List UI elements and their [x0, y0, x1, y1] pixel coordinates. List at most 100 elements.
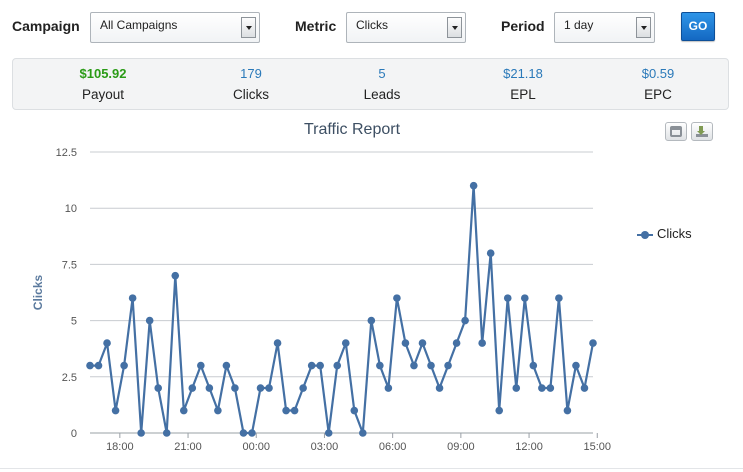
data-point — [111, 406, 120, 415]
period-label: Period — [501, 18, 545, 34]
go-button[interactable]: GO — [681, 12, 715, 41]
x-tick-label: 03:00 — [311, 441, 339, 453]
data-point — [444, 361, 452, 370]
data-point — [333, 361, 342, 370]
data-point — [503, 294, 512, 302]
data-point — [410, 361, 418, 370]
stats-summary-panel: $105.92 Payout 179 Clicks 5 Leads $21.18… — [12, 58, 729, 110]
data-point — [162, 429, 171, 437]
data-point — [265, 384, 273, 392]
data-point — [580, 384, 589, 392]
legend-marker-icon — [637, 230, 653, 240]
traffic-chart: 0 2.5 5 7.5 10 12.5 18:00 21:00 00:00 03:00 06:00 0… — [0, 112, 743, 472]
y-tick-label: 7.5 — [62, 259, 77, 271]
data-point — [418, 339, 427, 347]
data-point — [179, 406, 188, 415]
data-point — [367, 316, 376, 325]
data-point — [427, 361, 435, 370]
metric-select-value: Clicks — [356, 18, 388, 32]
data-point — [239, 429, 248, 437]
data-point — [316, 361, 324, 370]
data-point — [324, 429, 333, 437]
stat-epc-value: $0.59 — [641, 66, 675, 81]
y-axis-title: Clicks — [31, 274, 45, 310]
x-tick-label: 15:00 — [583, 441, 611, 453]
data-point — [435, 384, 444, 392]
x-tick-label: 21:00 — [174, 441, 202, 453]
data-point — [589, 339, 597, 347]
data-point — [290, 406, 299, 415]
data-point — [197, 361, 205, 370]
data-point — [393, 294, 401, 302]
x-tick-label: 18:00 — [106, 441, 134, 453]
x-tick-label: 06:00 — [379, 441, 407, 453]
metric-label: Metric — [295, 18, 337, 34]
data-point — [128, 294, 137, 302]
chart-canvas: 0 2.5 5 7.5 10 12.5 18:00 21:00 00:00 03:00 06:00 0… — [31, 147, 611, 453]
y-tick-label: 5 — [71, 316, 77, 328]
data-point — [341, 339, 350, 347]
chart-title: Traffic Report — [303, 121, 401, 138]
data-point — [538, 384, 546, 392]
y-tick-label: 0 — [71, 428, 77, 440]
stat-clicks-value: 179 — [240, 66, 262, 81]
stat-payout: $105.92 Payout — [43, 59, 163, 111]
print-icon[interactable] — [665, 122, 687, 141]
data-point — [137, 429, 145, 437]
data-point — [384, 384, 393, 392]
data-point — [214, 406, 222, 415]
campaign-select[interactable]: All Campaigns — [90, 12, 260, 43]
stat-payout-label: Payout — [81, 87, 125, 102]
series-line-clicks — [90, 184, 595, 435]
export-icon[interactable] — [691, 122, 713, 141]
x-tick-label: 00:00 — [242, 441, 270, 453]
period-select-value: 1 day — [564, 18, 594, 32]
stat-epc: $0.59 EPC — [598, 59, 718, 111]
filter-bar: Campaign All Campaigns Metric Clicks Per… — [0, 0, 743, 54]
data-point — [529, 361, 538, 370]
y-tick-label: 2.5 — [62, 372, 77, 384]
data-point — [256, 384, 265, 392]
y-tick-label: 12.5 — [56, 147, 77, 159]
data-point — [495, 406, 504, 415]
x-tick-label: 12:00 — [515, 441, 543, 453]
data-point — [563, 406, 572, 415]
data-point — [520, 294, 529, 302]
stat-epl: $21.18 EPL — [463, 59, 583, 111]
data-point — [376, 361, 384, 370]
data-point — [546, 384, 555, 392]
period-select[interactable]: 1 day — [554, 12, 655, 43]
data-point — [273, 339, 282, 347]
data-point — [154, 384, 163, 392]
stat-clicks: 179 Clicks — [191, 59, 311, 111]
chevron-down-icon — [447, 17, 462, 38]
stat-leads-label: Leads — [363, 87, 401, 102]
data-point — [205, 384, 214, 392]
divider — [0, 468, 743, 469]
data-point — [248, 429, 256, 437]
data-point — [171, 271, 180, 280]
chart-legend-item[interactable]: Clicks — [637, 226, 692, 241]
data-point — [452, 339, 461, 347]
campaign-label: Campaign — [12, 18, 80, 34]
campaign-select-value: All Campaigns — [100, 18, 178, 32]
stat-epc-label: EPC — [644, 87, 672, 102]
data-point — [512, 384, 521, 392]
data-point — [359, 429, 367, 437]
data-point — [86, 361, 94, 370]
data-point — [299, 384, 307, 392]
stat-leads-value: 5 — [378, 66, 386, 81]
legend-series-name: Clicks — [657, 226, 692, 241]
stat-clicks-label: Clicks — [233, 87, 269, 102]
data-point — [282, 406, 290, 415]
x-tick-label: 09:00 — [447, 441, 475, 453]
metric-select[interactable]: Clicks — [346, 12, 466, 43]
data-point — [120, 361, 128, 370]
data-point — [478, 339, 486, 347]
data-point — [231, 384, 239, 392]
data-point — [222, 361, 231, 370]
stat-epl-label: EPL — [510, 87, 536, 102]
chevron-down-icon — [636, 17, 651, 38]
data-point — [307, 361, 316, 370]
